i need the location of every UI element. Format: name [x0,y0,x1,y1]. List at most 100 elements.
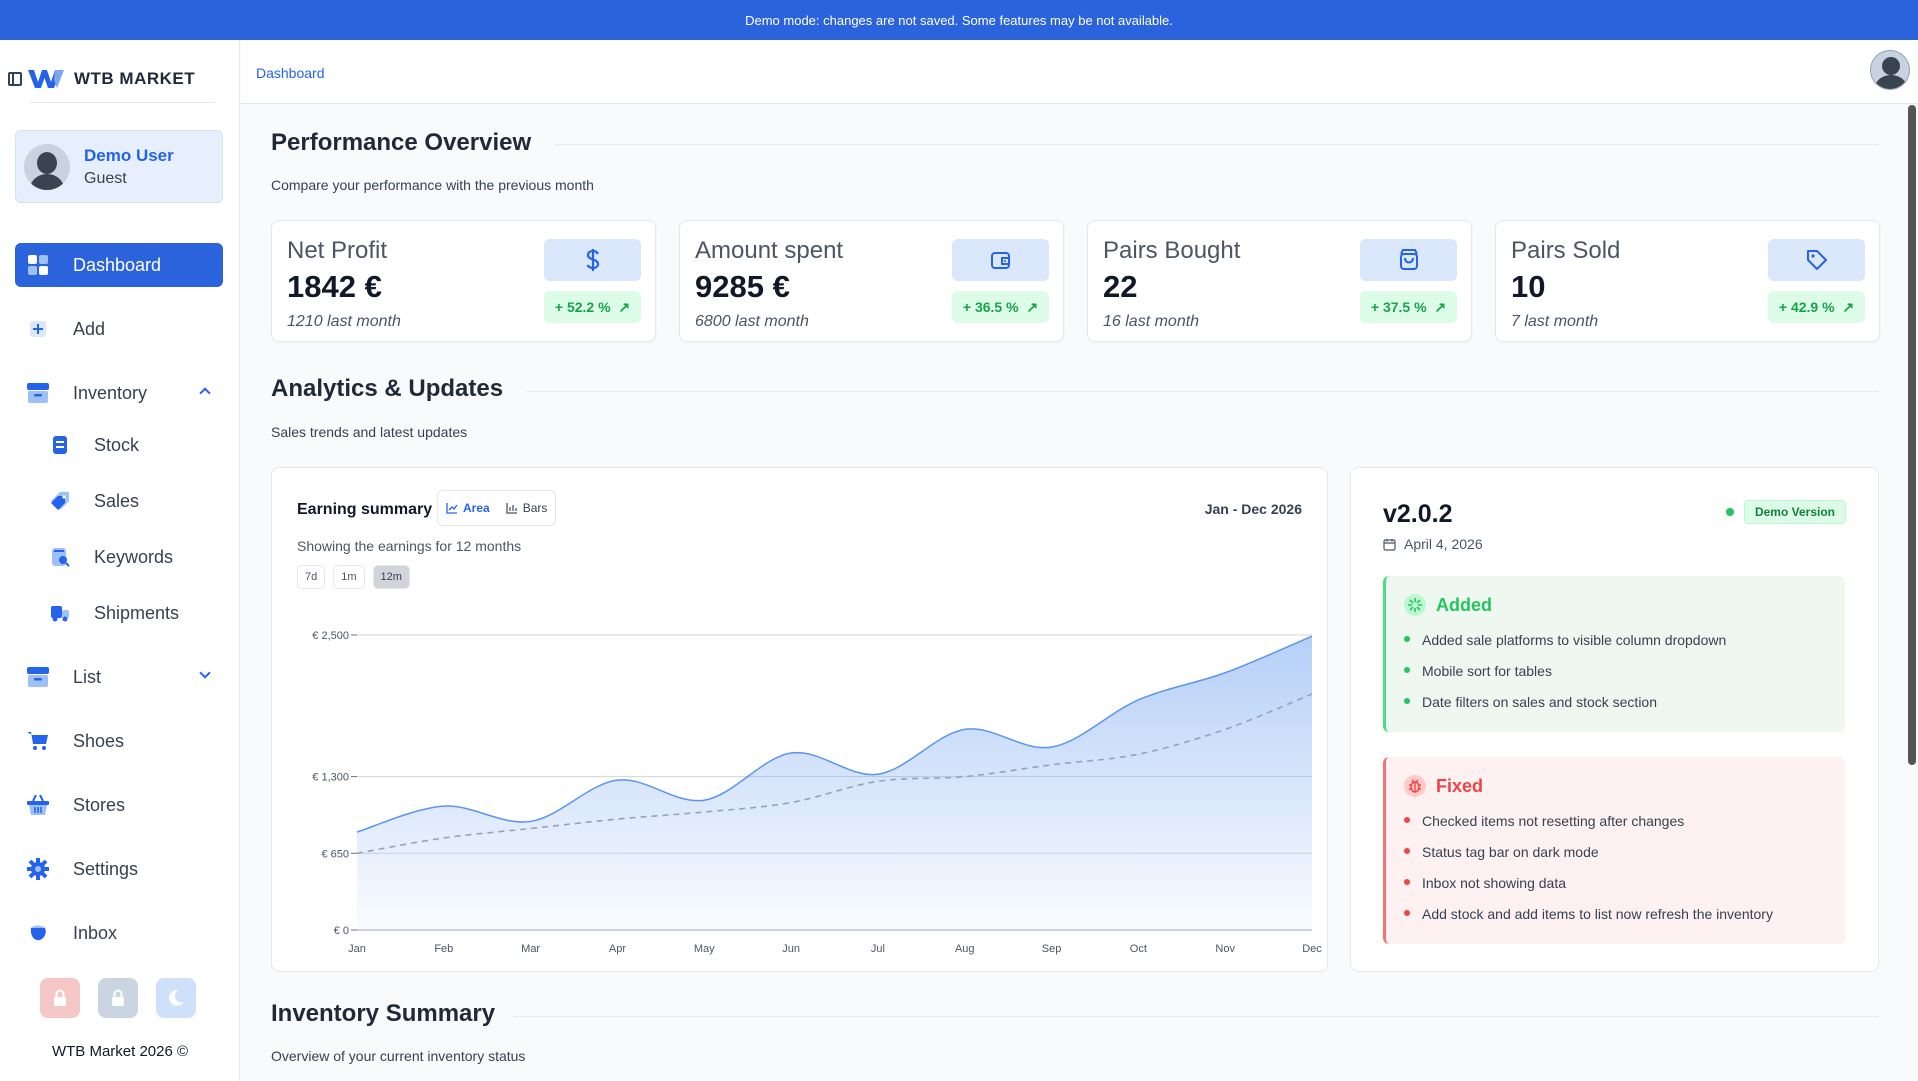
sidebar-item-sales[interactable]: Sales [50,481,139,521]
inbox-icon [27,922,49,944]
sidebar-item-stores[interactable]: Stores [15,783,223,827]
sidebar-item-label: Inventory [73,382,148,403]
x-tick-label: Jan [348,943,366,955]
list-item: Added sale platforms to visible column d… [1404,632,1726,663]
dark-mode-button[interactable] [156,978,196,1018]
sidebar-footer: WTB Market 2026 © [51,1043,189,1060]
stat-change: + 37.5 % [1370,299,1427,315]
earnings-chart: € 0 € 650 € 1,300 € 2,500 Jan Feb Mar Apr May Jun… [312,630,1322,955]
bar-chart-icon [506,503,517,514]
chart-title: Earning summary [297,501,433,518]
lock-button-gray[interactable] [98,978,138,1018]
divider [513,1016,1879,1017]
bars-toggle[interactable]: Bars [506,501,547,515]
sidebar-item-label: Shoes [73,730,125,751]
sidebar: WTB MARKET Demo User Guest Dashboard Add… [0,40,240,1081]
x-tick-label: Apr [609,943,626,955]
stat-change-badge: + 52.2 % ↗ [544,291,641,323]
area-chart-icon [446,503,458,514]
sidebar-toggle-icon[interactable] [8,72,22,86]
breadcrumb[interactable]: Dashboard [256,65,325,81]
bug-icon [1404,775,1426,797]
stat-card-net-profit: Net Profit 1842 € 1210 last month + 52.2… [271,220,656,342]
moon-icon [169,989,184,1006]
brand-row: WTB MARKET [8,68,195,90]
x-tick-label: Oct [1130,943,1147,955]
period-7d[interactable]: 7d [297,565,326,589]
sidebar-item-add[interactable]: Add [15,307,223,351]
list-item-text: Mobile sort for tables [1422,663,1552,679]
series-line-secondary [356,693,1313,855]
document-search-icon [52,548,70,567]
list-item-text: Date filters on sales and stock section [1422,694,1658,710]
stat-card-amount-spent: Amount spent 9285 € 6800 last month + 36… [679,220,1064,342]
x-tick-label: Jul [871,943,885,955]
x-tick-label: Dec [1302,943,1322,955]
stock-icon [53,436,67,454]
lock-button-red[interactable] [40,978,80,1018]
list-item-text: Add stock and add items to list now refr… [1422,906,1773,922]
list-item: Date filters on sales and stock section [1404,694,1726,725]
sidebar-item-inventory[interactable]: Inventory [15,371,223,415]
sidebar-item-dashboard[interactable]: Dashboard [15,243,223,287]
list-item-text: Checked items not resetting after change… [1422,813,1685,829]
sidebar-item-label: Stores [73,794,126,815]
analytics-title: Analytics & Updates [271,375,504,402]
tag-icon [51,492,69,510]
list-item-text: Status tag bar on dark mode [1422,844,1599,860]
chevron-down-icon [199,667,211,679]
added-list: Added sale platforms to visible column d… [1404,632,1726,725]
list-item: Checked items not resetting after change… [1404,813,1773,844]
period-1m[interactable]: 1m [333,565,365,589]
stat-card-pairs-sold: Pairs Sold 10 7 last month + 42.9 % ↗ [1495,220,1880,342]
page-scrollbar[interactable] [1908,105,1916,765]
badge-label: Demo Version [1743,500,1846,524]
sidebar-item-inbox[interactable]: Inbox [15,911,223,955]
profile-avatar[interactable] [1870,50,1910,90]
sidebar-item-shoes[interactable]: Shoes [15,719,223,763]
earning-summary-card: Earning summary Area Bars Jan - Dec 2026… [271,467,1328,972]
dollar-icon [544,239,641,281]
stat-value: 10 [1511,269,1546,304]
divider [526,391,1879,392]
cart-icon [27,730,49,752]
brand-name: WTB MARKET [74,69,196,88]
lock-icon [54,989,66,1006]
inventory-summary-title: Inventory Summary [271,1000,496,1027]
sidebar-item-label: Dashboard [73,254,162,275]
divider [30,102,215,103]
date-range: Jan - Dec 2026 [1204,501,1302,517]
plus-icon [27,318,49,340]
arrow-up-right-icon: ↗ [1434,298,1447,315]
stat-label: Net Profit [287,237,388,264]
period-12m[interactable]: 12m [372,565,410,589]
stat-value: 9285 € [695,269,790,304]
sidebar-item-keywords[interactable]: Keywords [50,537,173,577]
sidebar-item-stock[interactable]: Stock [50,425,139,465]
arrow-up-right-icon: ↗ [618,298,631,315]
fixed-section: Fixed Checked items not resetting after … [1383,757,1845,944]
added-title: Added [1436,594,1492,615]
archive-icon [27,382,49,404]
area-toggle[interactable]: Area [446,501,490,515]
sidebar-item-label: Shipments [94,602,180,623]
divider [555,144,1879,145]
stat-change-badge: + 42.9 % ↗ [1768,291,1865,323]
sidebar-item-settings[interactable]: Settings [15,847,223,891]
user-role: Guest [84,169,127,187]
stat-change: + 36.5 % [962,299,1019,315]
sidebar-item-list[interactable]: List [15,655,223,699]
gear-icon [27,858,49,880]
sidebar-item-shipments[interactable]: Shipments [50,593,179,633]
arrow-up-right-icon: ↗ [1026,298,1039,315]
wallet-icon [952,239,1049,281]
demo-banner: Demo mode: changes are not saved. Some f… [0,0,1918,40]
stat-label: Amount spent [695,237,844,264]
x-tick-label: Aug [955,943,975,955]
stat-prev: 6800 last month [695,313,809,330]
y-tick-label: € 650 [321,848,349,860]
stat-change-badge: + 36.5 % ↗ [952,291,1049,323]
user-card[interactable]: Demo User Guest [15,130,223,203]
sidebar-item-label: Settings [73,858,139,879]
inventory-summary-subtitle: Overview of your current inventory statu… [271,1048,526,1064]
